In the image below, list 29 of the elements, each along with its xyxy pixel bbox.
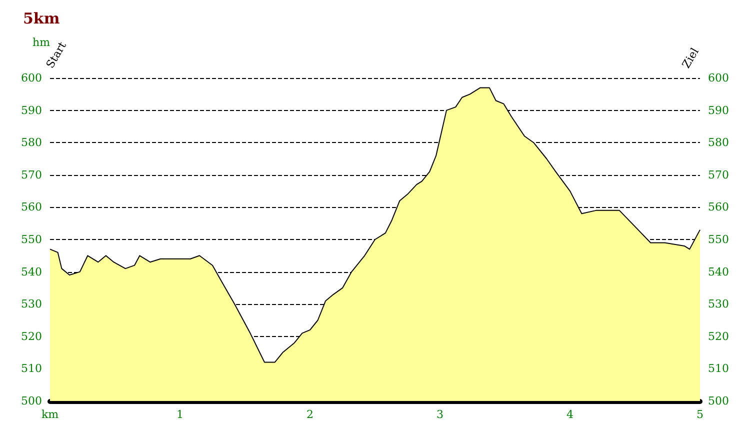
y2-tick-label: 570: [708, 168, 729, 182]
y2-tick-label: 530: [708, 298, 729, 311]
x-tick-label: 2: [306, 408, 314, 421]
y-tick-label: 580: [21, 136, 42, 150]
chart-title: 5km: [23, 10, 60, 28]
y2-tick-label: 580: [708, 136, 729, 150]
x-tick-label: 3: [436, 408, 444, 421]
y-tick-label: 590: [21, 104, 42, 117]
y-tick-label: 550: [21, 233, 42, 246]
x-tick-label: km: [41, 408, 60, 421]
y-tick-label: 540: [21, 265, 42, 278]
y-tick-label: 500: [21, 394, 42, 408]
y2-tick-label: 560: [708, 200, 729, 214]
y-tick-label: 530: [21, 298, 42, 311]
y-tick-label: 560: [21, 200, 42, 214]
y-tick-label: 520: [21, 330, 42, 343]
y2-tick-label: 500: [708, 394, 729, 408]
y2-tick-label: 540: [708, 265, 729, 278]
x-tick-label: 1: [176, 408, 184, 421]
y-tick-label: 570: [21, 168, 42, 182]
y-tick-label: 600: [21, 72, 42, 84]
y2-tick-label: 590: [708, 104, 729, 117]
x-tick-label: 4: [566, 408, 574, 421]
x-tick-label: 5: [696, 408, 704, 421]
y2-tick-label: 600: [708, 72, 729, 84]
y2-tick-label: 510: [708, 362, 729, 376]
y2-tick-label: 520: [708, 330, 729, 343]
y-tick-label: 510: [21, 362, 42, 376]
y2-tick-label: 550: [708, 233, 729, 246]
